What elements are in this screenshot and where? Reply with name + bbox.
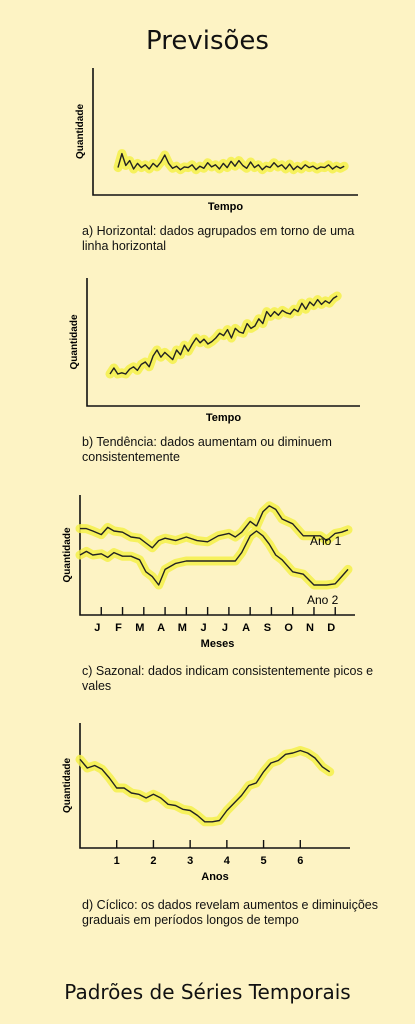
chart-horizontal: Quantidade Tempo bbox=[75, 68, 358, 213]
x-tick-label: J bbox=[201, 622, 207, 634]
x-tick-label: 1 bbox=[114, 855, 120, 867]
caption-cyclic: d) Cíclico: os dados revelam aumentos e … bbox=[82, 898, 378, 927]
series-line bbox=[80, 505, 349, 549]
x-tick-label: J bbox=[94, 622, 100, 634]
axes bbox=[92, 68, 358, 196]
y-axis-label: Quantidade bbox=[62, 527, 73, 582]
x-tick-label: M bbox=[135, 622, 144, 634]
x-tick-label: 2 bbox=[150, 855, 156, 867]
x-axis-label: Meses bbox=[201, 638, 235, 650]
chart-cyclic: Quantidade 1 2 3 4 5 6 Anos bbox=[62, 723, 350, 883]
y-axis-label: Quantidade bbox=[69, 314, 80, 369]
y-axis-label: Quantidade bbox=[62, 758, 73, 813]
x-tick-label: D bbox=[327, 622, 335, 634]
series-label: Ano 2 bbox=[307, 593, 339, 607]
series-highlight bbox=[75, 746, 335, 827]
x-axis-label: Anos bbox=[201, 871, 229, 883]
axes bbox=[79, 495, 355, 616]
x-axis-label: Tempo bbox=[206, 412, 242, 424]
axes bbox=[86, 278, 360, 407]
x-tick-label: 3 bbox=[187, 855, 193, 867]
caption-seasonal: c) Sazonal: dados indicam consistentemen… bbox=[82, 664, 374, 693]
x-tick-label: A bbox=[157, 622, 165, 634]
series-line bbox=[109, 295, 338, 375]
series-label: Ano 1 bbox=[310, 534, 342, 548]
x-tick-label: F bbox=[115, 622, 122, 634]
x-tick-label: 4 bbox=[224, 855, 231, 867]
series-highlight bbox=[75, 501, 353, 553]
caption-horizontal: a) Horizontal: dados agrupados em torno … bbox=[82, 224, 355, 253]
x-tick-label: S bbox=[264, 622, 271, 634]
y-axis-label: Quantidade bbox=[75, 104, 86, 159]
x-tick-label: M bbox=[178, 622, 187, 634]
x-axis-label: Tempo bbox=[208, 201, 244, 213]
x-tick-label: 6 bbox=[297, 855, 303, 867]
series-line bbox=[79, 749, 331, 823]
x-tick-label: A bbox=[242, 622, 250, 634]
x-tick-label: N bbox=[306, 622, 314, 634]
series-line bbox=[117, 152, 345, 171]
series-line bbox=[79, 530, 349, 586]
chart-trend: Quantidade Tempo bbox=[69, 278, 360, 424]
x-tick-label: O bbox=[284, 622, 293, 634]
x-tick-label: 5 bbox=[261, 855, 267, 867]
caption-trend: b) Tendência: dados aumentam ou diminuem… bbox=[82, 435, 332, 464]
x-tick-label: J bbox=[222, 622, 228, 634]
footer-title: Padrões de Séries Temporais bbox=[64, 980, 351, 1004]
page-title: Previsões bbox=[146, 26, 269, 56]
chart-seasonal: Quantidade J F M A M J J A S O N D Meses Ano 1 Ano 2 bbox=[62, 495, 355, 650]
